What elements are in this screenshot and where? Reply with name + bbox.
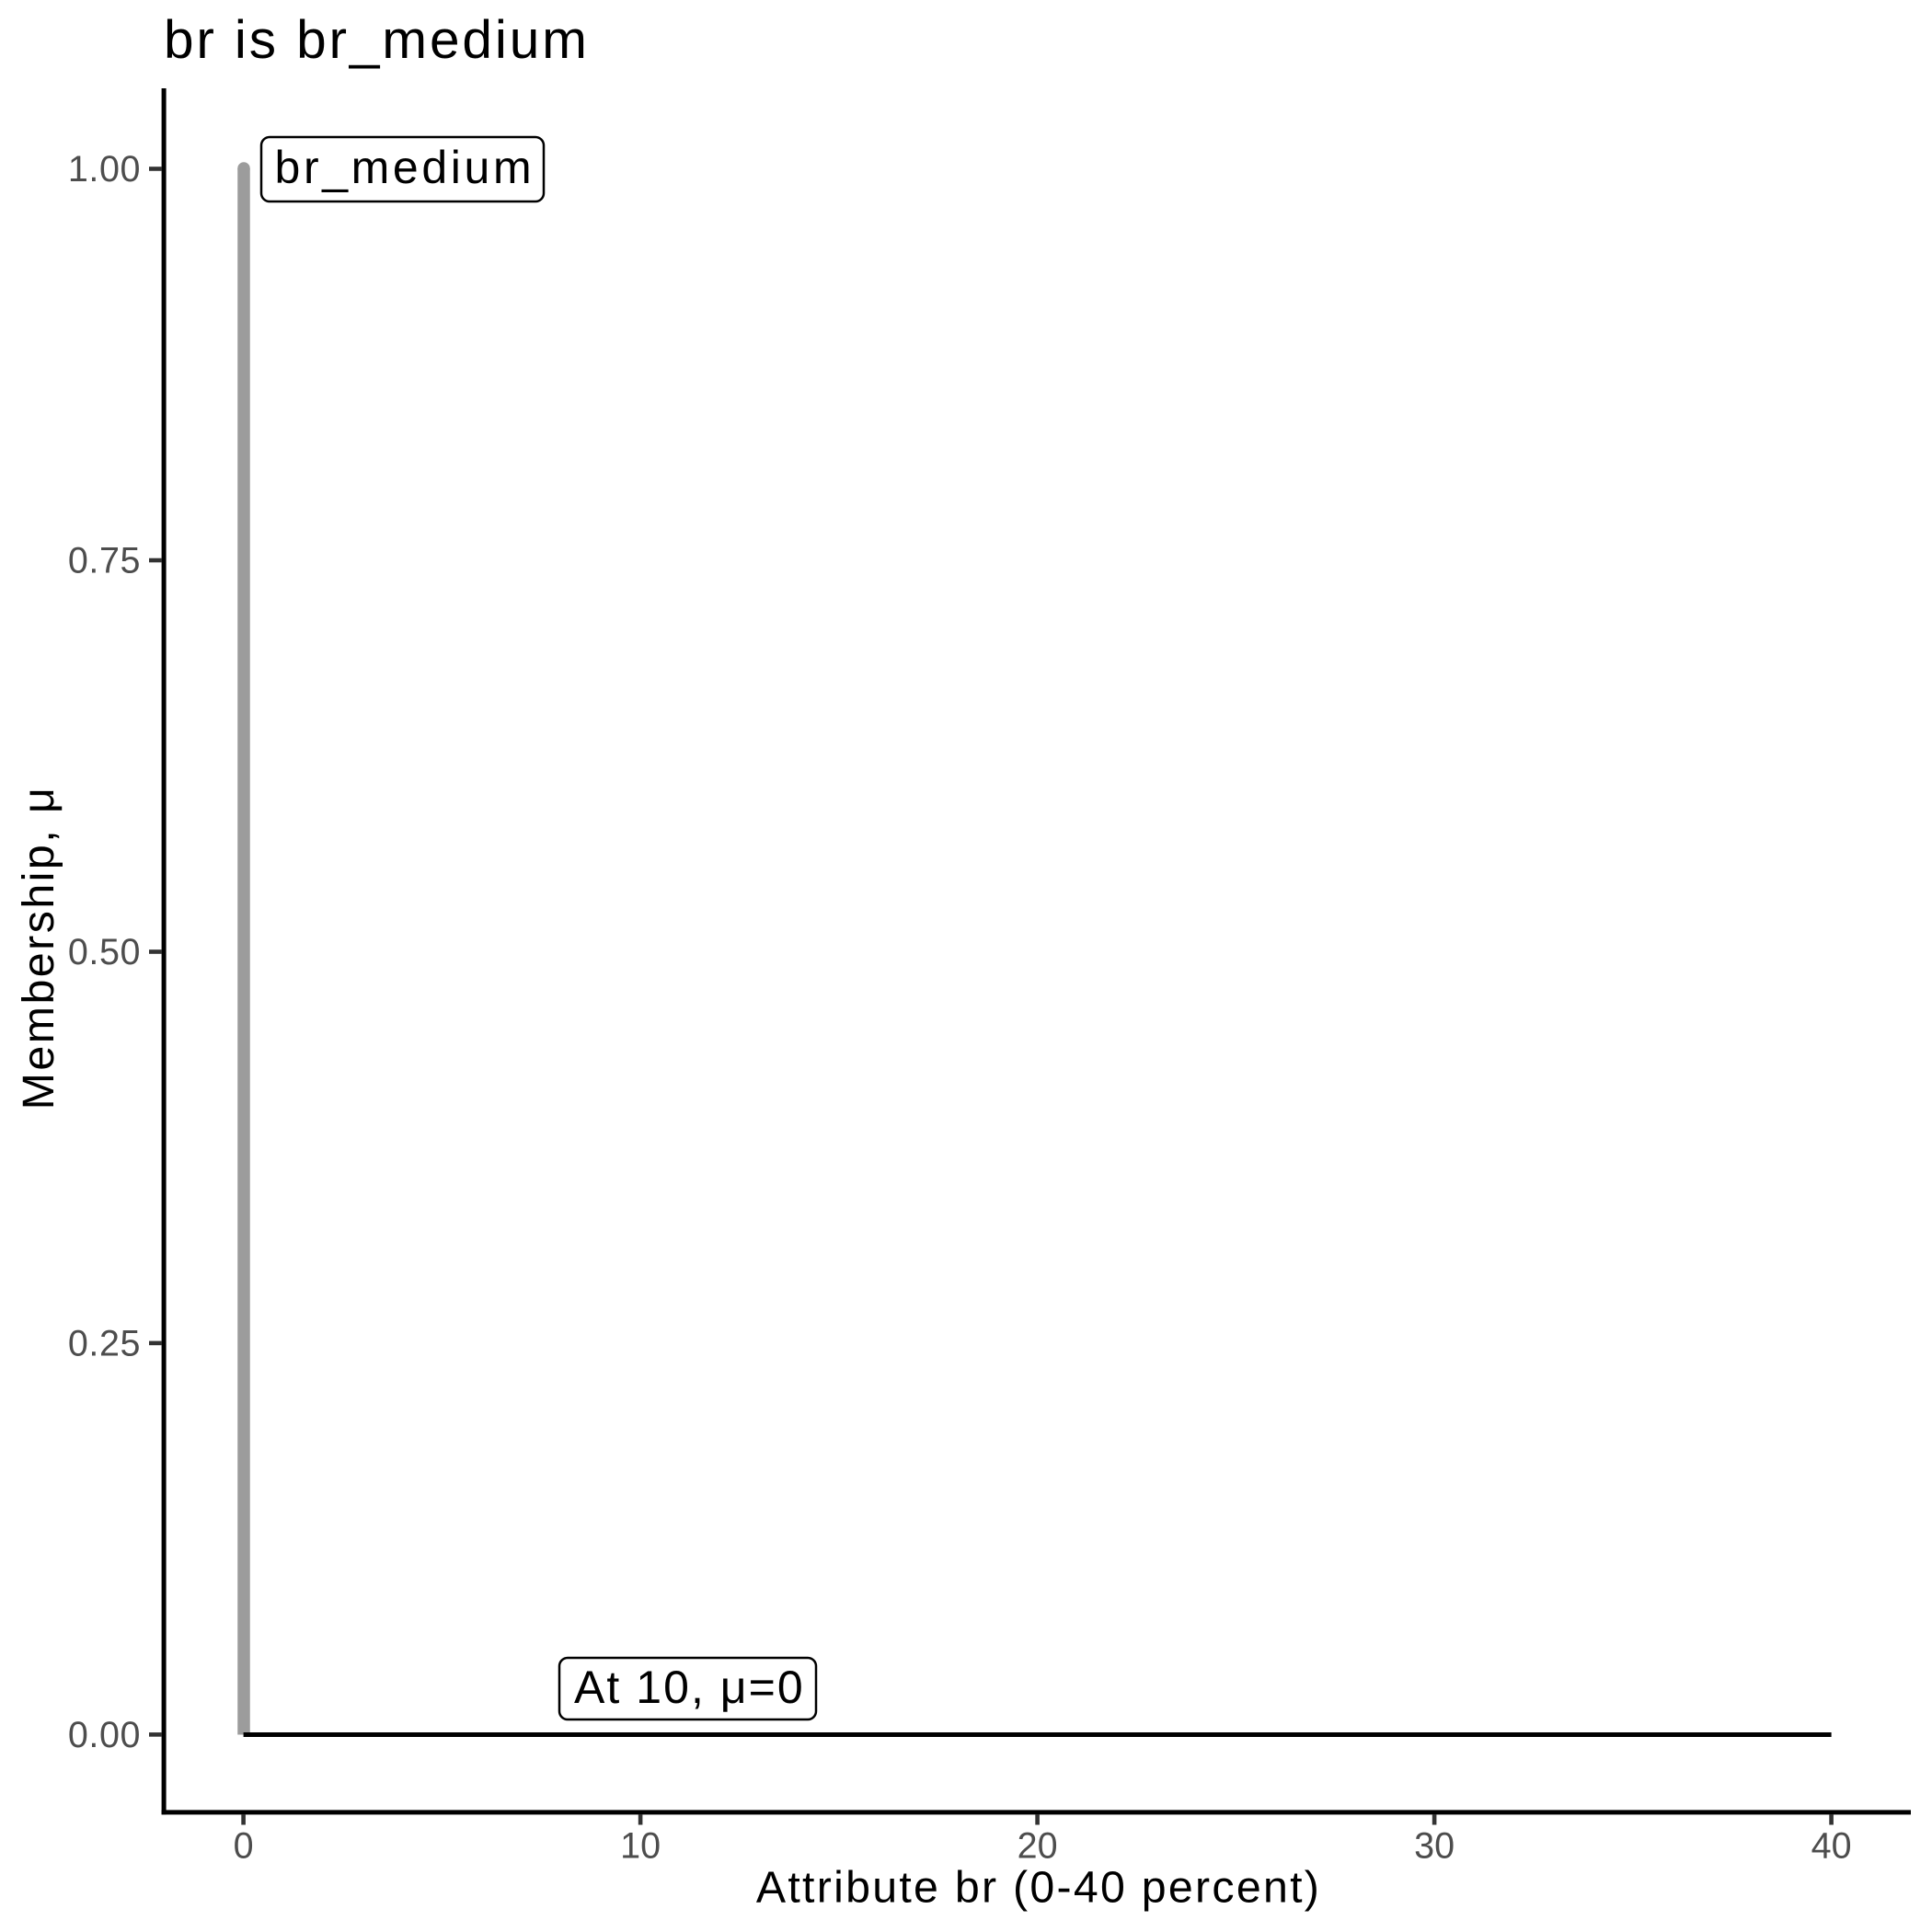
svg-text:1.00: 1.00: [68, 149, 141, 190]
svg-text:30: 30: [1414, 1826, 1455, 1867]
svg-text:0.50: 0.50: [68, 932, 141, 972]
svg-text:0: 0: [234, 1826, 254, 1867]
svg-text:10: 10: [620, 1826, 661, 1867]
svg-text:br_medium: br_medium: [275, 142, 535, 193]
svg-text:At 10, μ=0: At 10, μ=0: [574, 1662, 805, 1713]
svg-text:0.75: 0.75: [68, 541, 141, 581]
svg-text:Membership, μ: Membership, μ: [14, 786, 63, 1110]
svg-text:0.25: 0.25: [68, 1324, 141, 1364]
svg-text:20: 20: [1018, 1826, 1058, 1867]
svg-text:40: 40: [1811, 1826, 1852, 1867]
svg-text:Attribute br (0-40 percent): Attribute br (0-40 percent): [756, 1863, 1321, 1913]
svg-text:br is br_medium: br is br_medium: [164, 10, 590, 70]
svg-text:0.00: 0.00: [68, 1715, 141, 1755]
